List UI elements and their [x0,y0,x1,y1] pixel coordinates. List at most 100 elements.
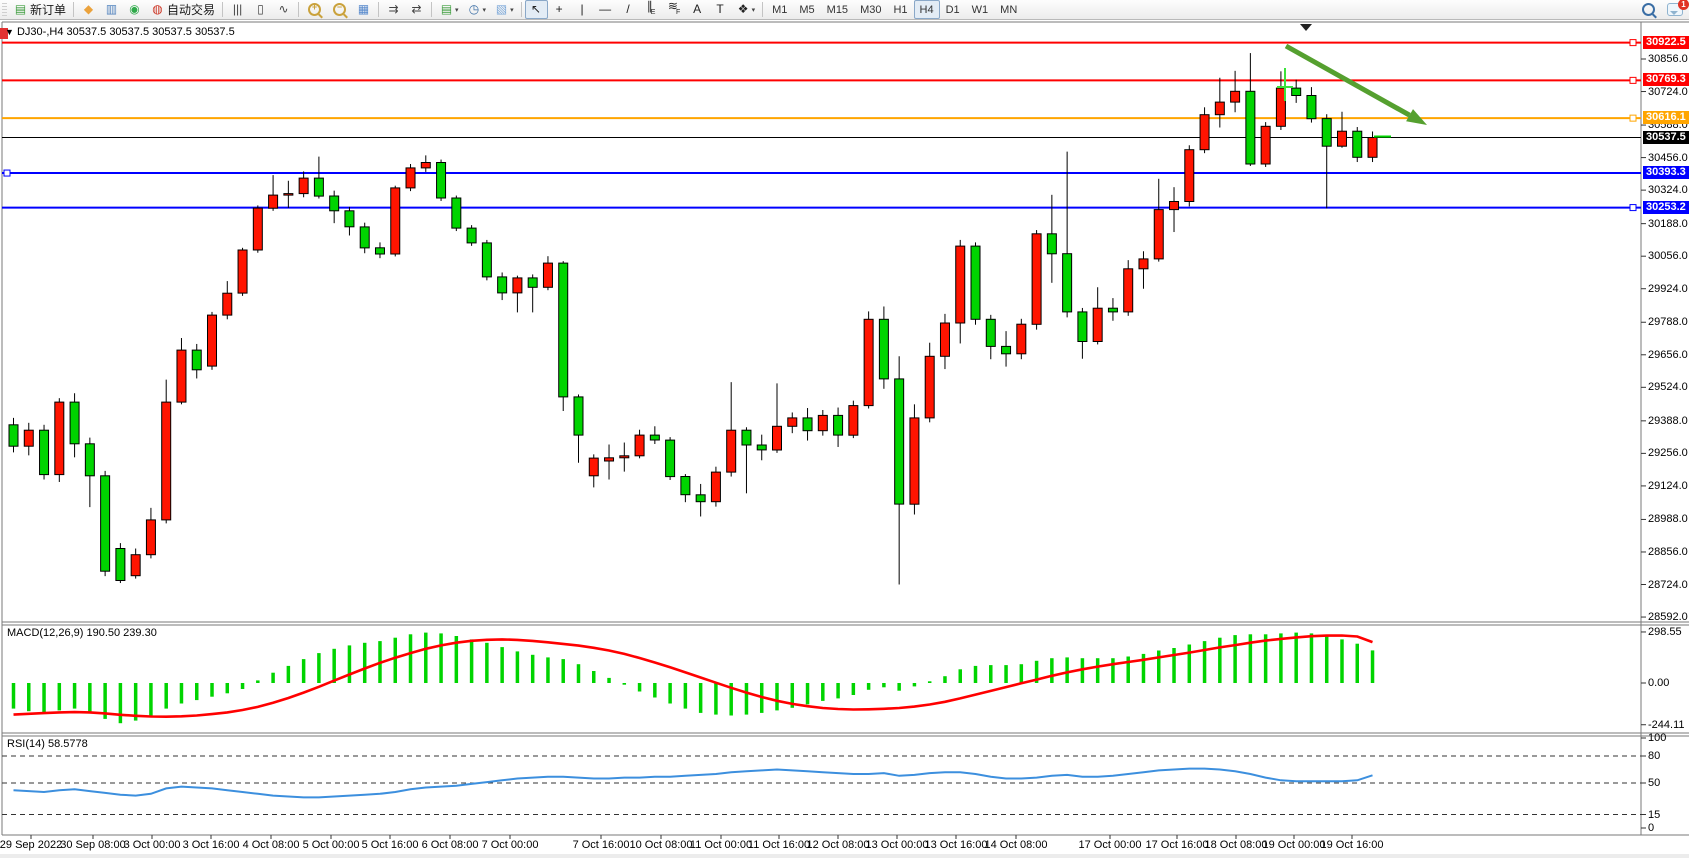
candle [878,318,889,380]
line-anchor[interactable] [1629,114,1637,122]
candle [497,276,508,294]
bar-chart-icon: ||| [232,2,243,16]
cursor-button[interactable]: ↖ [524,0,548,19]
vline-button[interactable]: | [571,0,594,19]
period-button[interactable]: ◷ ▾ [463,0,491,19]
timeframe-mn[interactable]: MN [1000,3,1018,16]
time-axis-label: 11 Oct 16:00 [747,839,811,851]
one-click-trading-marker[interactable] [0,28,8,39]
terminal-button[interactable]: ◉ [123,0,146,19]
candle [573,396,584,436]
toolbar-separator [431,2,433,17]
candle [512,277,523,294]
hline-button[interactable]: — [594,0,617,19]
candle [1245,90,1256,165]
chart-shift-button[interactable]: ⇄ [405,0,428,19]
line-chart-button[interactable]: ∿ [272,0,295,19]
cursor-icon: ↖ [531,2,542,16]
channel-button[interactable]: ∥E [640,0,663,19]
candle [817,414,828,432]
period-button-caret: ▾ [482,6,487,14]
candle [344,210,355,228]
line-anchor[interactable] [1629,76,1637,84]
toolbar-separator [73,2,75,17]
time-axis-label: 7 Oct 16:00 [572,839,630,851]
chart-shift-marker[interactable] [1300,24,1312,31]
candle [1230,90,1241,103]
template-button[interactable]: ▧ ▾ [490,0,518,19]
time-axis-label: 17 Oct 00:00 [1078,839,1142,851]
candle [405,167,416,189]
zoom-in-button[interactable]: + [302,0,327,19]
candle [100,475,111,572]
candlestick-chart-button[interactable]: ▯ [249,0,272,19]
timeframe-m1[interactable]: M1 [772,3,788,16]
candle [191,349,202,371]
trendline-button[interactable]: / [617,0,640,19]
template-button-caret: ▾ [510,6,514,14]
candle [802,417,813,432]
shapes-button[interactable]: ❖ ▾ [732,0,760,19]
navigator-icon: ▥ [105,2,118,16]
candle [436,162,447,199]
macd-axis-label: -244.11 [1648,718,1685,731]
chat-icon[interactable]: 1 [1667,0,1689,16]
fibonacci-icon-sub: F [675,8,681,16]
timeframe-d1[interactable]: D1 [945,3,960,16]
channel-icon-sub: E [650,8,656,16]
text-label-button[interactable]: T [709,0,732,19]
price-axis-label: 28856.0 [1648,546,1688,558]
timeframe-h1[interactable]: H1 [893,3,908,16]
candle [833,414,844,436]
price-level-badge: 30393.3 [1643,166,1689,179]
new-order-button[interactable]: ▤ 新订单 [9,0,70,19]
price-level-badge: 30616.1 [1643,111,1689,125]
price-axis-label: 30724.0 [1648,85,1688,98]
trend-arrow-annotation[interactable] [1284,43,1427,125]
market-watch-button[interactable]: ◆ [77,0,100,19]
trendline-icon: / [626,2,630,16]
autotrading-button[interactable]: ◍ 自动交易 [146,0,219,19]
cross-marker-annotation[interactable] [1277,68,1293,101]
timeframe-w1[interactable]: W1 [971,3,989,16]
candle [1016,323,1027,355]
channel-icon: ∥E [646,0,656,16]
candle [604,457,615,462]
candle [527,277,538,288]
candle [909,417,920,505]
timeframe-m15[interactable]: M15 [826,3,849,16]
search-icon[interactable] [1642,3,1655,16]
new-chart-button[interactable]: ▤ ▾ [435,0,463,19]
chart-collapse-icon[interactable]: ▼ [5,27,14,37]
line-anchor[interactable] [1629,39,1637,47]
new-order-icon: ▤ [14,2,27,16]
bar-chart-button[interactable]: ||| [226,0,249,19]
candle [481,242,492,278]
candle [558,262,569,398]
rsi-indicator-label: RSI(14) 58.5778 [7,738,88,750]
candle [145,519,156,556]
candle [54,401,65,476]
line-anchor[interactable] [3,169,11,177]
timeframe-m5[interactable]: M5 [799,3,815,16]
tile-windows-button[interactable]: ▦ [352,0,375,19]
crosshair-button[interactable]: + [548,0,571,19]
candle [985,318,996,347]
candle [1138,258,1149,270]
price-axis-label: 30056.0 [1648,250,1688,263]
period-clock-icon: ◷ [468,2,480,16]
text-button[interactable]: A [686,0,709,19]
navigator-button[interactable]: ▥ [100,0,123,19]
time-axis-label: 17 Oct 16:00 [1145,839,1209,851]
fibonacci-button[interactable]: ≋F [663,0,686,19]
candle [1031,233,1042,325]
hline-icon: — [599,2,612,16]
zoom-out-button[interactable]: − [327,0,352,19]
timeframe-h4[interactable]: H4 [913,0,940,19]
price-level-badge: 30922.5 [1643,35,1689,49]
auto-scroll-button[interactable]: ⇉ [382,0,405,19]
timeframe-m30[interactable]: M30 [860,3,882,16]
price-axis-label: 29124.0 [1648,479,1688,492]
line-anchor[interactable] [1629,204,1637,212]
